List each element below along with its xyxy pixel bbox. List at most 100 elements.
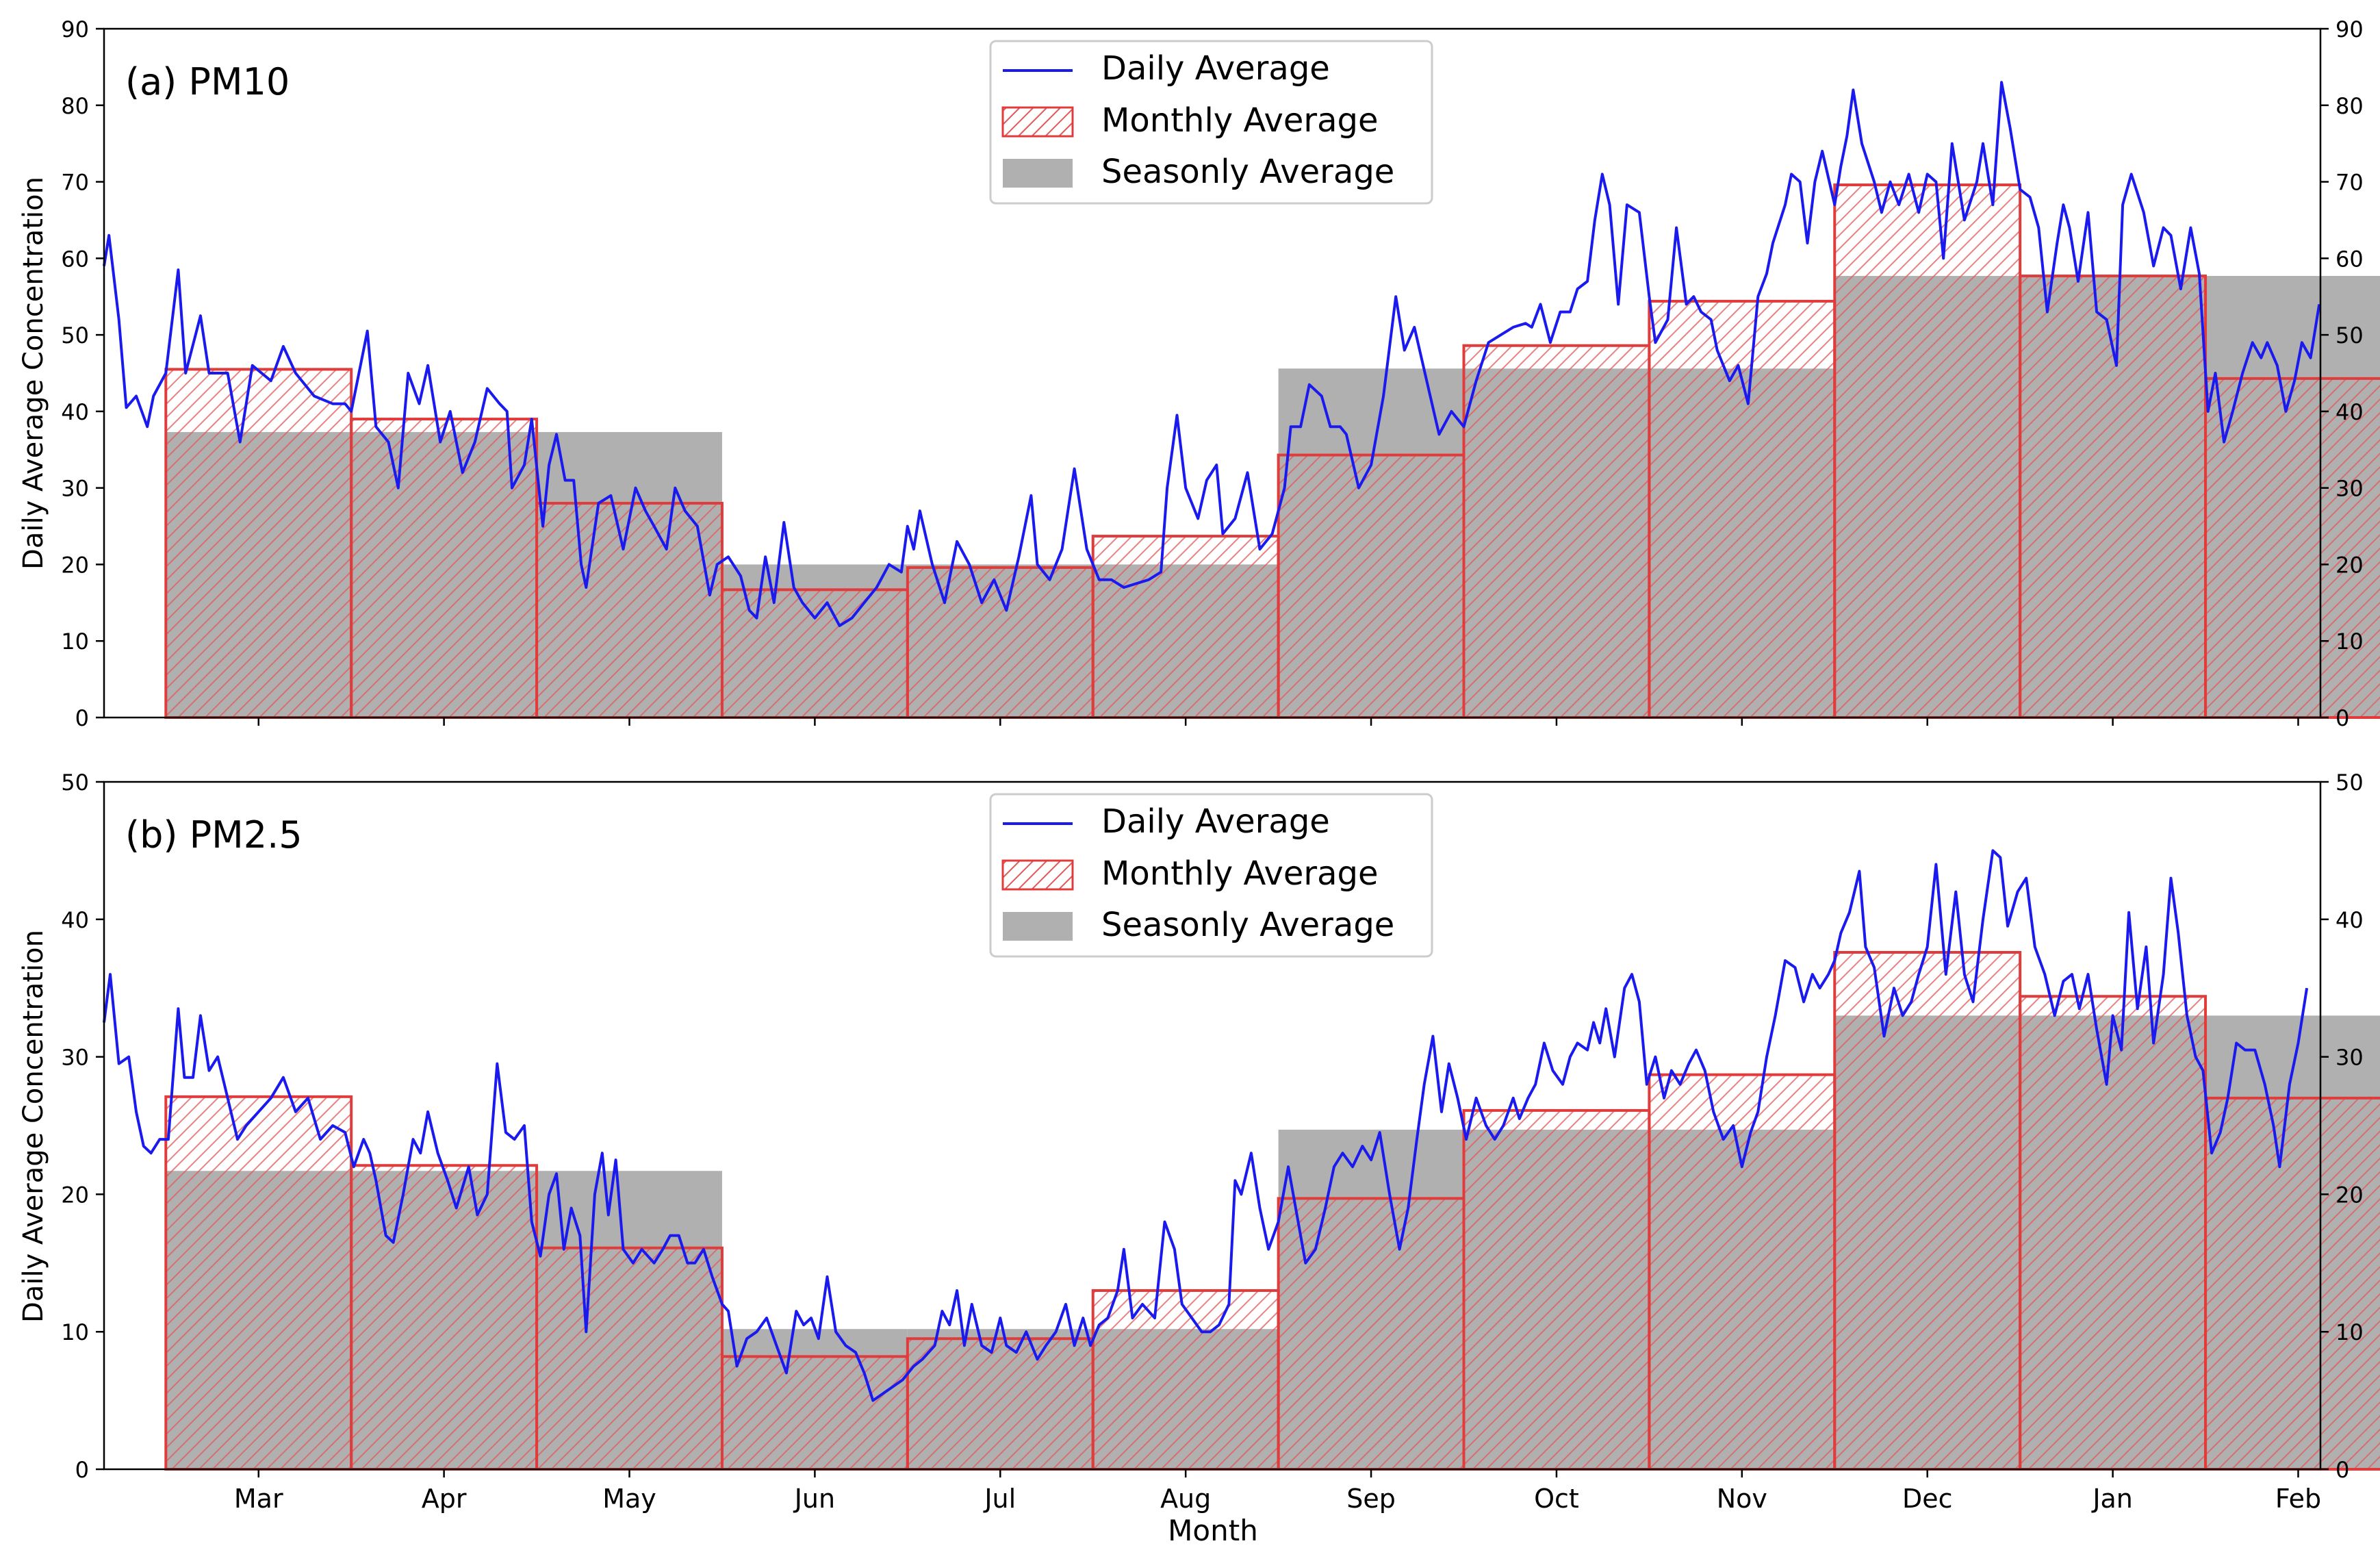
pm25-legend-seasonal-swatch <box>1003 912 1073 941</box>
pm10-monthly-bars <box>164 183 2380 720</box>
pm25-monthly-bar <box>350 1164 539 1471</box>
pm25-monthly-bars <box>164 950 2380 1471</box>
pm10-ytick-label-right: 20 <box>2336 552 2364 578</box>
xtick-label: Nov <box>1717 1484 1767 1514</box>
pm25-ytick-label-left: 30 <box>61 1045 89 1071</box>
x-axis-label: Month <box>1168 1514 1258 1547</box>
pm25-ytick-label-left: 10 <box>61 1319 89 1345</box>
pm10-ytick-label-right: 50 <box>2336 322 2364 348</box>
xtick-label: Jan <box>2091 1484 2133 1514</box>
xtick-label: May <box>602 1484 656 1514</box>
xtick-label: Mar <box>234 1484 283 1514</box>
pm10-legend-seasonal-label: Seasonly Average <box>1101 153 1394 191</box>
pm10-ytick-label-right: 10 <box>2336 629 2364 655</box>
pm10-ytick-label-right: 0 <box>2336 705 2349 731</box>
pm10-legend: Daily Average Monthly Average Seasonly A… <box>989 40 1433 205</box>
pm10-monthly-bar <box>1277 453 1466 719</box>
pm10-ytick-label-left: 60 <box>61 246 89 272</box>
pm10-legend-seasonal-swatch <box>1003 159 1073 188</box>
pm10-y-axis-label: Daily Average Concentration <box>18 177 49 570</box>
xtick-label: Jul <box>983 1484 1016 1514</box>
pm25-monthly-bar <box>1462 1108 1651 1471</box>
pm10-panel-title: (a) PM10 <box>125 60 290 103</box>
pm25-monthly-bar <box>1833 950 2022 1471</box>
pm10-left-ticks: 0 10 20 30 40 50 60 70 80 90 <box>61 16 104 731</box>
pm25-monthly-bar <box>2204 1096 2380 1471</box>
pm10-ytick-label-left: 70 <box>61 170 89 196</box>
pm25-legend-seasonal-label: Seasonly Average <box>1101 906 1394 944</box>
pm25-ytick-label-left: 20 <box>61 1182 89 1208</box>
pm25-ytick-label-right: 20 <box>2336 1182 2364 1208</box>
pm10-ytick-label-left: 20 <box>61 552 89 578</box>
pm25-ytick-label-right: 50 <box>2336 770 2364 796</box>
pm10-right-ticks: 0 10 20 30 40 50 60 70 80 90 <box>2320 16 2364 731</box>
pm25-legend: Daily Average Monthly Average Seasonly A… <box>989 793 1433 958</box>
pm10-plot-frame <box>103 27 2322 719</box>
pm25-monthly-bar <box>535 1246 724 1471</box>
pm10-ytick-label-left: 40 <box>61 399 89 425</box>
pm10-ytick-label-right: 90 <box>2336 16 2364 42</box>
pm25-legend-daily-label: Daily Average <box>1101 802 1330 841</box>
xtick-label: Oct <box>1534 1484 1579 1514</box>
pm25-ytick-label-left: 50 <box>61 770 89 796</box>
pm25-x-ticks: Mar Apr May Jun Jul Aug Sep Oct Nov Dec Jan Feb <box>234 1469 2321 1514</box>
pm10-monthly-bar <box>720 588 909 719</box>
pm10-ytick-label-left: 10 <box>61 629 89 655</box>
pm25-daily-line <box>103 849 2309 1402</box>
pm25-ytick-label-right: 40 <box>2336 907 2364 933</box>
pm10-legend-monthly-swatch <box>1001 106 1074 138</box>
pm10-monthly-bar <box>906 566 1095 719</box>
pm25-monthly-bar <box>906 1337 1095 1471</box>
pm10-monthly-bar <box>164 368 353 720</box>
pm10-ytick-label-right: 40 <box>2336 399 2364 425</box>
pm10-ytick-label-left: 90 <box>61 16 89 42</box>
pm10-legend-box <box>989 40 1433 205</box>
xtick-label: Aug <box>1160 1484 1211 1514</box>
pm10-monthly-bar <box>350 418 539 719</box>
pm25-monthly-bar <box>164 1095 353 1471</box>
xtick-label: Jun <box>793 1484 835 1514</box>
pm25-monthly-bar <box>1277 1197 1466 1471</box>
pm25-ytick-label-right: 30 <box>2336 1045 2364 1071</box>
pm10-ytick-label-left: 50 <box>61 322 89 348</box>
pm10-ytick-label-left: 30 <box>61 476 89 502</box>
pm25-monthly-bar <box>720 1355 909 1471</box>
pm25-ytick-label-left: 0 <box>75 1457 89 1483</box>
pm10-ytick-label-right: 70 <box>2336 170 2364 196</box>
pm25-right-ticks: 0 10 20 30 40 50 <box>2320 770 2364 1483</box>
pm10-monthly-bar <box>2204 377 2380 720</box>
pm10-daily-series <box>103 81 2321 627</box>
pm10-ytick-label-right: 30 <box>2336 476 2364 502</box>
pm10-ytick-label-right: 60 <box>2336 246 2364 272</box>
pm25-ytick-label-right: 10 <box>2336 1319 2364 1345</box>
pm25-y-axis-label: Daily Average Concentration <box>18 930 49 1323</box>
pm25-legend-monthly-label: Monthly Average <box>1101 854 1379 893</box>
pm25-monthly-bar <box>1648 1073 1837 1471</box>
pm10-monthly-bar <box>1833 183 2022 719</box>
pm25-monthly-bar <box>2019 995 2208 1471</box>
pm10-monthly-bar <box>1462 344 1651 719</box>
panel-pm25: 0 10 20 30 40 50 0 10 20 30 40 50 Mar Apr May Jun Jul A… <box>18 770 2380 1514</box>
pm25-legend-box <box>989 793 1433 958</box>
xtick-label: Feb <box>2275 1484 2321 1514</box>
pm25-monthly-bar <box>1091 1289 1280 1471</box>
xtick-label: Dec <box>1902 1484 1953 1514</box>
xtick-label: Sep <box>1346 1484 1396 1514</box>
xtick-label: Apr <box>422 1484 467 1514</box>
pm25-daily-series <box>103 849 2309 1402</box>
pm25-left-ticks: 0 10 20 30 40 50 <box>61 770 104 1483</box>
pm10-daily-line <box>103 81 2321 627</box>
pm10-ytick-label-left: 0 <box>75 705 89 731</box>
pm10-legend-monthly-label: Monthly Average <box>1101 101 1379 140</box>
pm10-x-ticks <box>257 718 2299 726</box>
pm25-panel-title: (b) PM2.5 <box>125 813 303 856</box>
pm10-legend-daily-label: Daily Average <box>1101 49 1330 88</box>
pm25-plot-frame <box>103 780 2322 1471</box>
pm10-monthly-bar <box>535 502 724 719</box>
pm10-ytick-label-left: 80 <box>61 93 89 119</box>
pm10-monthly-bar <box>1648 299 1837 719</box>
pm25-legend-monthly-swatch <box>1001 859 1074 891</box>
pm25-ytick-label-left: 40 <box>61 907 89 933</box>
